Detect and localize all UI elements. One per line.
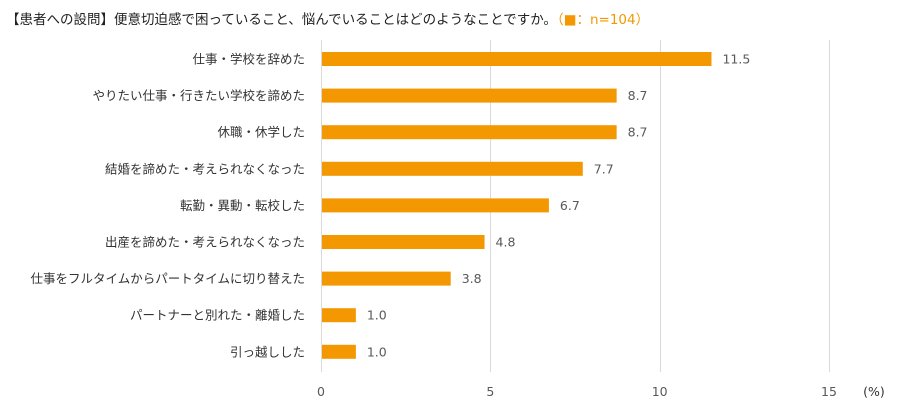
chart-title-text: 【患者への設問】便意切迫感で困っていること、悩んでいることはどのようなことですか… xyxy=(6,12,557,28)
value-labels: 11.5 8.7 8.7 7.7 6.7 4.8 3.8 1.0 1.0 xyxy=(367,52,750,360)
bar xyxy=(322,235,485,249)
category-label: 休職・休学した xyxy=(217,125,305,140)
category-label: 仕事・学校を辞めた xyxy=(192,52,305,67)
category-label: 出産を諦めた・考えられなくなった xyxy=(105,235,305,250)
category-label: パートナーと別れた・離婚した xyxy=(130,308,305,323)
category-labels: 仕事・学校を辞めたやりたい仕事・行きたい学校を諦めた休職・休学した結婚を諦めた・… xyxy=(30,52,305,360)
value-label: 8.7 xyxy=(628,88,648,103)
legend-open-paren: （ xyxy=(556,12,564,28)
x-tick-label: 0 xyxy=(317,384,325,399)
value-label: 6.7 xyxy=(560,198,580,213)
bar xyxy=(322,344,356,359)
category-label: 転勤・異動・転校した xyxy=(180,198,305,213)
bar xyxy=(322,198,549,213)
value-label: 8.7 xyxy=(628,125,648,140)
legend-close-paren: ） xyxy=(635,12,650,28)
chart-title: 【患者への設問】便意切迫感で困っていること、悩んでいることはどのようなことですか… xyxy=(6,8,649,28)
bars xyxy=(322,52,712,359)
x-axis-unit: (%) xyxy=(863,384,885,399)
bar xyxy=(322,52,712,66)
value-label: 4.8 xyxy=(496,235,516,250)
value-label: 1.0 xyxy=(367,308,387,323)
x-tick-label: 15 xyxy=(821,384,837,399)
legend: （■：n=104） xyxy=(557,12,649,28)
value-label: 11.5 xyxy=(722,52,750,67)
bar xyxy=(322,88,617,103)
category-label: 引っ越しした xyxy=(230,344,305,359)
value-label: 3.8 xyxy=(462,271,482,286)
x-tick-label: 5 xyxy=(486,384,494,399)
bar xyxy=(322,271,451,286)
bar xyxy=(322,161,583,176)
category-label: 結婚を諦めた・考えられなくなった xyxy=(105,161,305,176)
category-label: やりたい仕事・行きたい学校を諦めた xyxy=(92,88,305,103)
bar xyxy=(322,308,356,323)
value-label: 1.0 xyxy=(367,344,387,359)
category-label: 仕事をフルタイムからパートタイムに切り替えた xyxy=(30,271,305,286)
x-tick-label: 10 xyxy=(652,384,668,399)
legend-text: ：n=104 xyxy=(576,12,636,28)
legend-marker-icon: ■ xyxy=(563,12,577,28)
bar xyxy=(322,125,617,140)
x-axis-ticks: 0 5 10 15 xyxy=(317,384,837,399)
value-label: 7.7 xyxy=(594,161,614,176)
